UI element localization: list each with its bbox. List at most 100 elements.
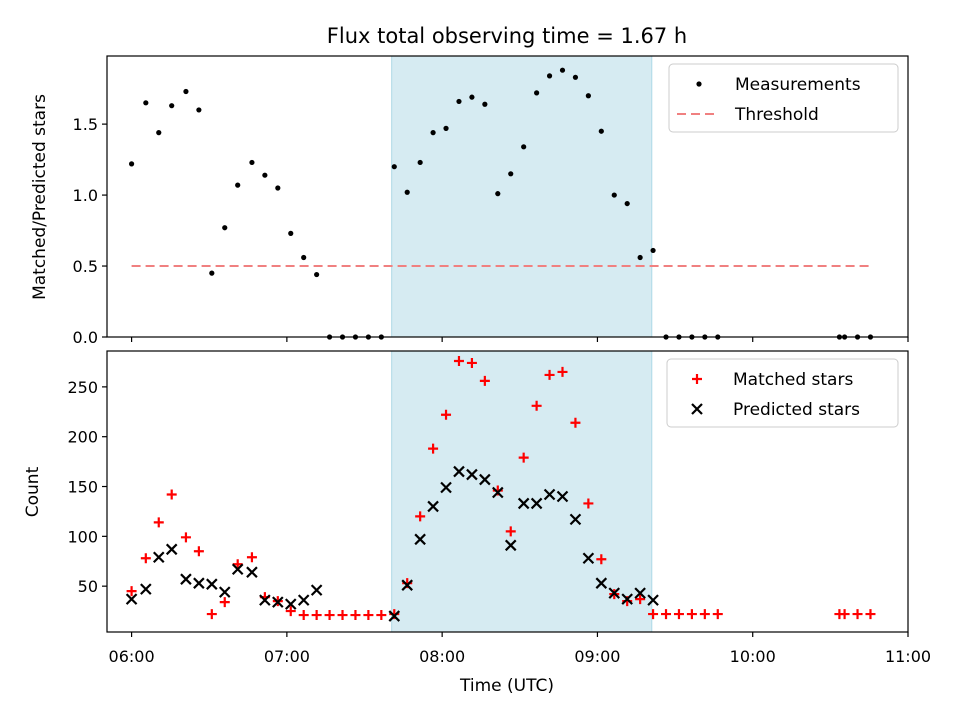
matched-star-point-34 xyxy=(570,417,581,428)
predicted-star-point-19 xyxy=(440,481,452,494)
matched-star-point-25 xyxy=(453,355,464,366)
matched-star-point-29 xyxy=(505,526,516,537)
top-panel: 0.0 0.5 1.0 1.5 Measurements Threshold xyxy=(73,55,909,347)
matched-star-point-5 xyxy=(193,546,204,557)
bottom-legend: Matched stars Predicted stars xyxy=(666,358,899,428)
predicted-star-point-9 xyxy=(246,566,258,578)
bottom-legend-label-0: Matched stars xyxy=(733,370,853,390)
chart-title: Flux total observing time = 1.67 h xyxy=(327,24,687,48)
measurement-point-4 xyxy=(183,88,189,95)
measurement-point-25 xyxy=(456,98,462,105)
measurement-point-38 xyxy=(624,200,630,207)
predicted-star-point-35 xyxy=(647,594,659,606)
predicted-star-point-5 xyxy=(193,577,205,589)
matched-star-point-19 xyxy=(376,610,387,621)
matched-star-point-39 xyxy=(635,594,646,605)
legend-matched-marker xyxy=(692,374,702,384)
x-tick-label-4: 10:00 xyxy=(730,647,776,666)
bottom-y-tick-label-1: 100 xyxy=(67,527,98,546)
predicted-star-point-1 xyxy=(140,583,152,595)
predicted-star-point-22 xyxy=(479,473,491,486)
matched-star-point-0 xyxy=(126,586,137,597)
top-legend: Measurements Threshold xyxy=(668,63,899,133)
predicted-star-point-7 xyxy=(218,586,231,598)
matched-star-point-22 xyxy=(415,511,426,522)
top-y-tick-label-3: 1.5 xyxy=(73,115,98,134)
predicted-star-point-11 xyxy=(272,596,284,608)
measurement-point-2 xyxy=(156,130,162,136)
matched-star-point-12 xyxy=(285,606,296,617)
predicted-star-point-15 xyxy=(388,610,401,622)
matched-star-point-42 xyxy=(673,609,684,620)
top-legend-label-0: Measurements xyxy=(735,75,861,95)
measurement-point-34 xyxy=(572,74,579,80)
matched-star-point-13 xyxy=(298,610,309,621)
measurement-point-39 xyxy=(637,254,643,261)
matched-star-point-4 xyxy=(180,532,191,543)
measurement-point-40 xyxy=(650,247,656,254)
predicted-star-point-27 xyxy=(543,488,556,501)
measurement-point-26 xyxy=(469,94,475,100)
top-y-tick-label-1: 0.5 xyxy=(73,257,98,276)
predicted-star-point-33 xyxy=(621,593,633,605)
matched-star-point-30 xyxy=(518,452,529,463)
x-tick-label-5: 11:00 xyxy=(885,647,931,666)
bottom-y-tick-label-3: 200 xyxy=(67,428,98,447)
measurement-point-14 xyxy=(314,271,320,278)
matched-star-point-18 xyxy=(363,610,374,621)
matched-star-point-14 xyxy=(311,610,322,621)
matched-star-point-2 xyxy=(153,517,164,528)
matched-star-point-32 xyxy=(544,369,555,380)
top-y-axis-label: Matched/Predicted stars xyxy=(30,94,50,300)
measurement-point-27 xyxy=(482,101,488,107)
matched-star-point-17 xyxy=(350,610,361,621)
matched-star-point-40 xyxy=(648,609,659,620)
measurement-point-36 xyxy=(598,128,604,134)
predicted-star-point-29 xyxy=(569,513,582,526)
x-tick-label-1: 07:00 xyxy=(264,647,310,666)
measurement-point-28 xyxy=(495,191,501,197)
x-axis-label: Time (UTC) xyxy=(459,676,554,696)
measurement-point-37 xyxy=(611,192,617,198)
matched-star-point-35 xyxy=(583,498,594,509)
top-legend-box xyxy=(668,63,899,133)
predicted-star-point-14 xyxy=(310,584,323,596)
top-observing-span xyxy=(391,56,652,337)
predicted-star-point-30 xyxy=(582,552,595,565)
measurement-point-21 xyxy=(404,189,410,195)
predicted-star-point-17 xyxy=(414,533,426,546)
measurement-point-0 xyxy=(128,161,135,167)
matched-star-point-43 xyxy=(686,609,697,620)
predicted-star-point-24 xyxy=(504,539,517,552)
x-tick-label-2: 08:00 xyxy=(419,647,465,666)
top-y-tick-label-0: 0.0 xyxy=(73,328,98,347)
measurement-point-32 xyxy=(546,73,553,79)
predicted-star-point-21 xyxy=(466,468,478,481)
matched-star-point-45 xyxy=(712,609,723,620)
matched-star-point-1 xyxy=(140,553,151,564)
predicted-star-point-31 xyxy=(595,577,608,589)
bottom-legend-label-1: Predicted stars xyxy=(733,400,860,420)
bottom-observing-span xyxy=(391,351,652,632)
predicted-star-point-23 xyxy=(492,486,504,499)
measurement-point-22 xyxy=(417,159,423,166)
measurement-point-5 xyxy=(196,107,202,113)
legend-measurements-marker xyxy=(696,81,702,87)
measurement-point-12 xyxy=(288,230,294,236)
matched-star-point-23 xyxy=(428,443,439,454)
predicted-star-point-4 xyxy=(180,573,192,585)
predicted-star-point-12 xyxy=(284,598,297,610)
predicted-star-point-0 xyxy=(125,593,138,605)
bottom-axes-frame xyxy=(106,350,909,633)
matched-star-point-6 xyxy=(206,609,217,620)
predicted-star-point-20 xyxy=(453,465,465,478)
predicted-star-point-16 xyxy=(401,579,413,591)
matched-star-point-26 xyxy=(466,357,477,368)
predicted-star-point-8 xyxy=(231,563,244,576)
predicted-star-point-32 xyxy=(608,587,621,599)
predicted-star-point-3 xyxy=(165,543,178,556)
predicted-star-point-28 xyxy=(556,490,569,503)
measurement-point-20 xyxy=(391,164,397,170)
